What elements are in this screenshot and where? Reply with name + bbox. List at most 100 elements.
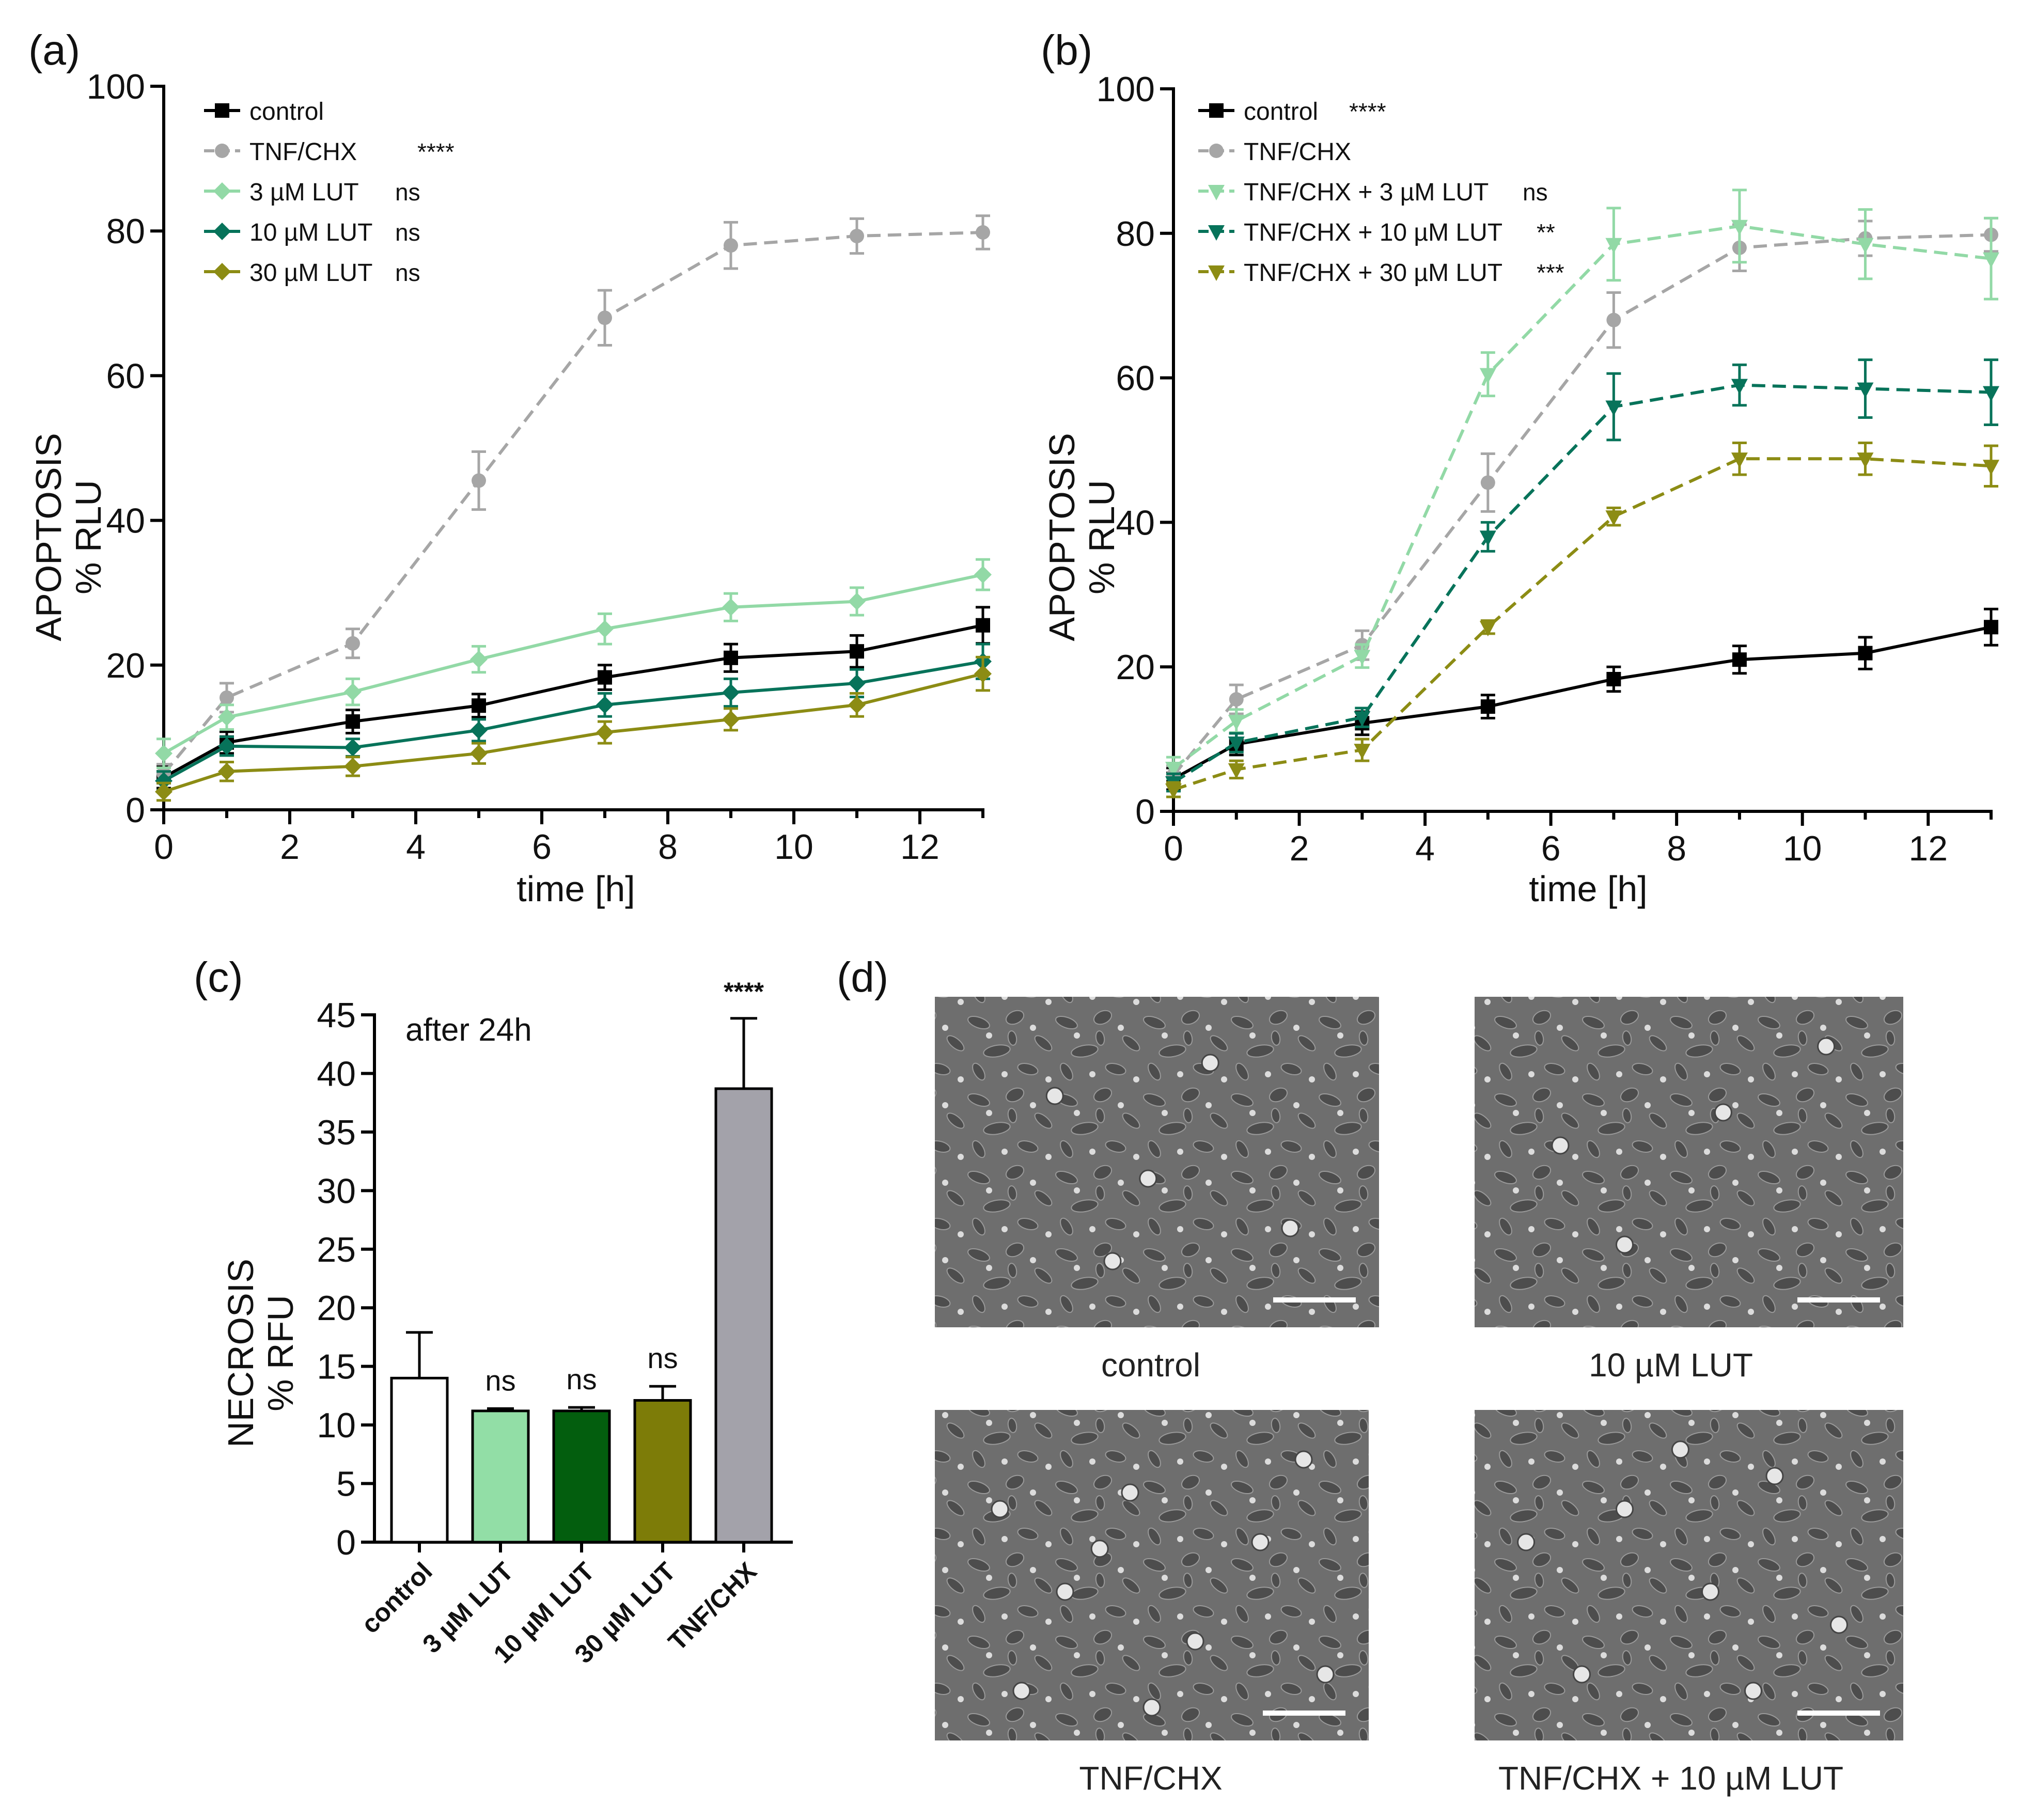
x-tick-label: 8 [658, 827, 678, 867]
y-axis-label-line2: % RLU [1082, 480, 1122, 594]
series-tnf-chx [156, 214, 990, 785]
data-point [722, 710, 740, 728]
legend-item: 10 µM LUT ns [204, 219, 420, 246]
y-tick-label: 0 [1135, 792, 1155, 831]
x-tick-label: 12 [900, 827, 939, 867]
micrograph-caption: 10 µM LUT [1589, 1346, 1753, 1384]
series-line [1173, 457, 1992, 791]
legend-significance: ns [395, 259, 420, 286]
rounded-cell [1616, 1235, 1634, 1254]
data-point [218, 708, 236, 726]
micrograph-image [935, 1410, 1369, 1740]
data-point [155, 782, 173, 801]
data-point [344, 757, 362, 775]
rounded-cell [1251, 1533, 1270, 1551]
series-tnf-chx-30-m-lut [1165, 442, 1999, 799]
data-point [974, 566, 992, 584]
panel-label-a: (a) [28, 27, 80, 74]
data-point [1354, 711, 1371, 727]
micrograph-caption: TNF/CHX [1079, 1760, 1222, 1797]
data-point [470, 650, 488, 668]
x-tick-label: 6 [532, 827, 552, 867]
data-point [1480, 699, 1495, 714]
data-point [850, 229, 864, 244]
rounded-cell [991, 1500, 1009, 1518]
legend-label: TNF/CHX [1244, 138, 1351, 166]
micrograph-caption: control [1101, 1346, 1200, 1384]
legend-label: TNF/CHX [249, 138, 357, 166]
data-point [1228, 736, 1245, 752]
rounded-cell [1616, 1500, 1634, 1518]
data-point [850, 644, 864, 659]
rounded-cell [1517, 1533, 1536, 1551]
data-point [598, 310, 612, 325]
micrograph-caption: TNF/CHX + 10 µM LUT [1498, 1760, 1843, 1797]
data-point [155, 744, 173, 762]
bar [471, 1409, 530, 1544]
legend-label: 30 µM LUT [249, 259, 372, 287]
scale-bar [1797, 1297, 1880, 1303]
line-chart-b: APOPTOSIS % RLU time [h] 0 20 40 60 80 100 0 2 4… [1042, 70, 1999, 909]
series-line [1172, 383, 1992, 784]
y-axis-label-line1: APOPTOSIS [1042, 433, 1082, 641]
data-point [470, 744, 488, 762]
data-point [346, 714, 360, 729]
y-tick-label: 100 [1097, 70, 1155, 109]
legend-significance: ns [395, 179, 420, 206]
data-point [1983, 460, 1999, 476]
data-point [1605, 400, 1622, 416]
significance-label: ns [566, 1363, 597, 1395]
rounded-cell [1201, 1054, 1219, 1072]
series-tnf-chx-3-m-lut [1165, 189, 1999, 780]
data-point [1983, 386, 1999, 402]
rounded-cell [1701, 1582, 1719, 1601]
y-tick-label: 40 [317, 1054, 356, 1093]
micrograph-image [1475, 997, 1903, 1327]
series-tnf-chx-10-m-lut [1165, 358, 1999, 793]
series-line [163, 672, 983, 793]
y-tick-label: 15 [317, 1347, 356, 1387]
legend-swatch-marker [215, 144, 229, 158]
y-tick-label: 20 [317, 1289, 356, 1328]
micrograph-panel: control 10 µM LUT TNF/CHX TNF/CHX + 10 µM L… [935, 997, 1903, 1797]
data-point [1354, 744, 1371, 760]
series-line [1172, 233, 1992, 776]
y-axis-label-line2: % RLU [68, 480, 108, 594]
legend-swatch-marker [1208, 225, 1225, 241]
y-tick-label: 10 [317, 1406, 356, 1445]
series-3-m-lut [155, 558, 992, 770]
data-point [1228, 715, 1245, 731]
data-point [1857, 452, 1874, 468]
legend-item: TNF/CHX **** [204, 138, 455, 166]
rounded-cell [1012, 1682, 1031, 1700]
rounded-cell [1765, 1467, 1784, 1485]
bar [552, 1409, 611, 1544]
rounded-cell [1056, 1582, 1074, 1601]
data-point [1732, 652, 1747, 667]
bar-chart-c: NECROSIS % RFU after 24h 0 5 10 15 20 25 30 35 4… [221, 977, 793, 1669]
rounded-cell [1090, 1540, 1109, 1558]
data-point [1605, 238, 1622, 254]
legend-significance: **** [417, 138, 455, 165]
series-line [1172, 625, 1992, 780]
series-control [156, 606, 990, 790]
data-point [470, 721, 488, 739]
series-line [162, 231, 983, 775]
legend-item: TNF/CHX + 3 µM LUT ns [1198, 179, 1548, 206]
x-tick-label: 2 [280, 827, 300, 867]
data-point [220, 690, 234, 705]
y-axis-label-line1: APOPTOSIS [28, 433, 69, 641]
x-tick-label: 10 [1783, 829, 1822, 868]
legend-swatch-marker [1208, 185, 1225, 200]
legend-label: TNF/CHX + 30 µM LUT [1244, 259, 1502, 287]
y-axis-label-line2: % RFU [260, 1295, 301, 1411]
panel-label-d: (d) [837, 954, 888, 1001]
data-point [472, 698, 486, 713]
y-tick-label: 40 [1116, 503, 1155, 542]
scale-bar [1797, 1711, 1880, 1716]
legend-significance: **** [1349, 98, 1386, 125]
rounded-cell [1817, 1037, 1836, 1056]
x-tick-label: 4 [1415, 829, 1435, 868]
data-point [1605, 510, 1622, 526]
line-chart-a: APOPTOSIS % RLU time [h] 0 20 40 60 80 100 0 2 4… [28, 67, 992, 909]
